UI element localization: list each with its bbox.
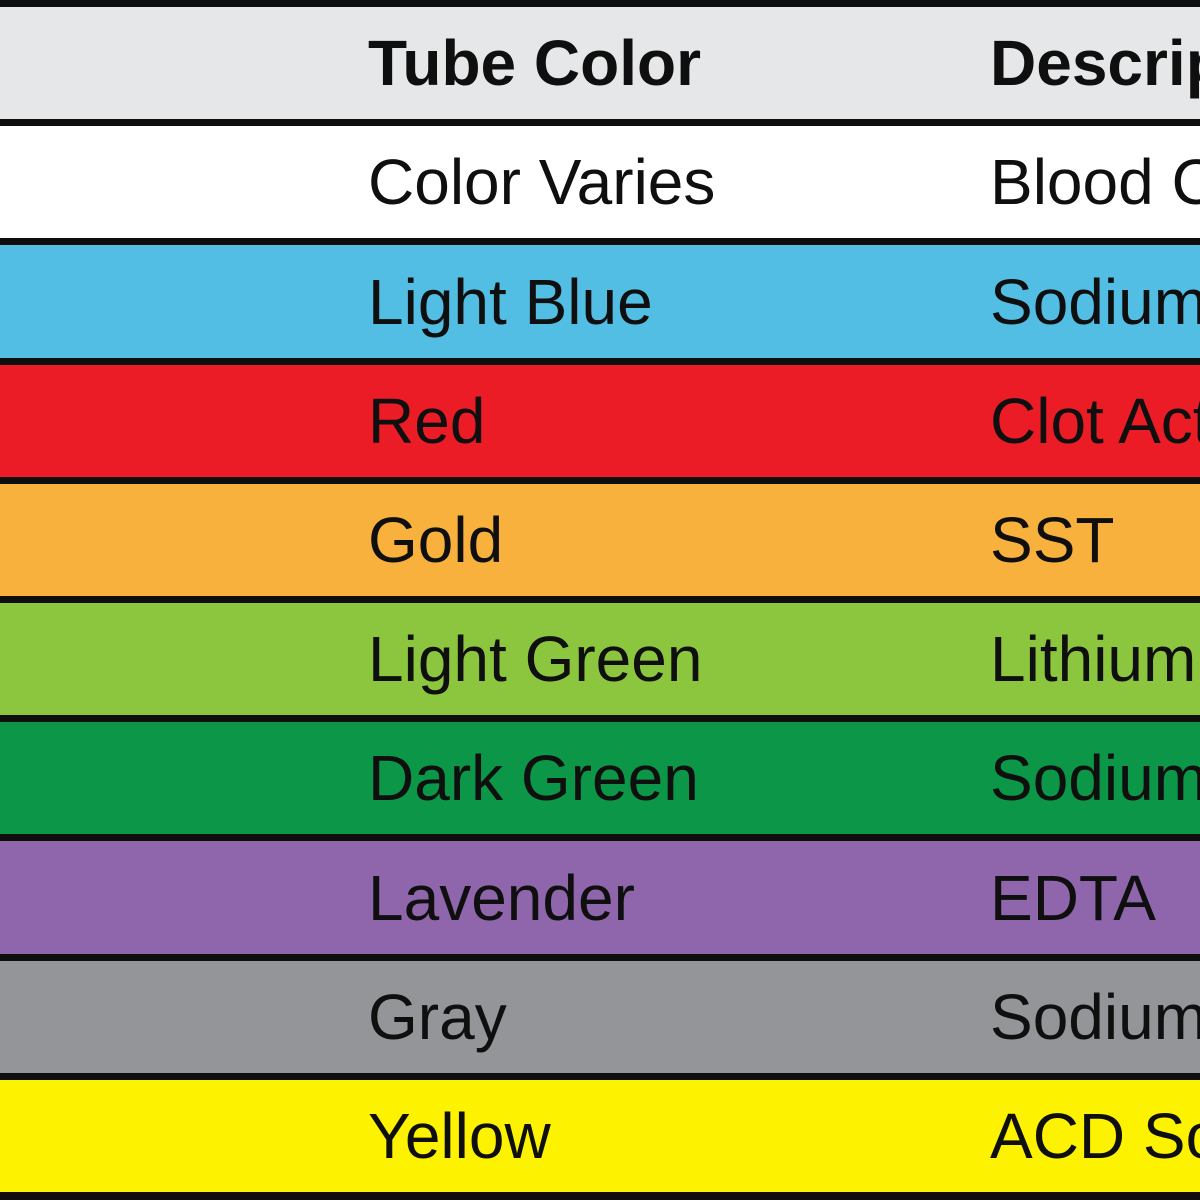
tube-color-cell: Light Blue [368, 265, 653, 338]
tube-color-cell: Yellow [368, 1099, 551, 1172]
header-description: Descrip [990, 27, 1200, 100]
table-header-row: Tube Color Descrip [0, 7, 1200, 120]
table-row: Red Clot Act [0, 357, 1200, 477]
tube-color-cell: Lavender [368, 861, 635, 934]
tube-color-cell: Red [368, 384, 486, 457]
description-cell: Clot Act [990, 384, 1200, 457]
description-cell: SST [990, 503, 1115, 576]
table-row: Light Blue Sodium [0, 238, 1200, 358]
table-row: Gold SST [0, 476, 1200, 597]
description-cell: ACD So [990, 1099, 1200, 1172]
tube-color-cell: Dark Green [368, 742, 699, 815]
table-row: Gray Sodium [0, 953, 1200, 1073]
table-row: Color Varies Blood C [0, 119, 1200, 239]
description-cell: Sodium [990, 980, 1200, 1053]
table-row: Yellow ACD So [0, 1072, 1200, 1193]
tube-color-cell: Light Green [368, 623, 703, 696]
table-row: Light Green Lithium [0, 596, 1200, 716]
tube-color-cell: Gold [368, 503, 504, 576]
tube-color-cell: Color Varies [368, 146, 716, 219]
table-row: Dark Green Sodium [0, 715, 1200, 835]
tube-color-cell: Gray [368, 980, 507, 1053]
table-row: Lavender EDTA [0, 834, 1200, 954]
description-cell: Sodium [990, 742, 1200, 815]
description-cell: Lithium [990, 623, 1197, 696]
header-tube-color: Tube Color [368, 27, 701, 100]
description-cell: Blood C [990, 146, 1200, 219]
description-cell: EDTA [990, 861, 1156, 934]
description-cell: Sodium [990, 265, 1200, 338]
